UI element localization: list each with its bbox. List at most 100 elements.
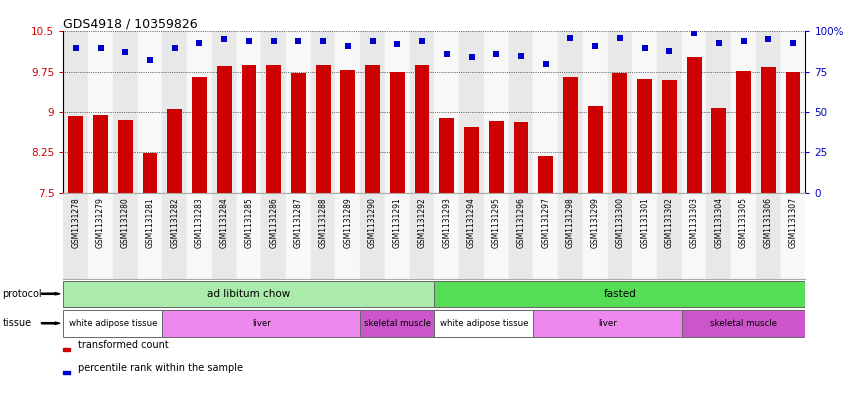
Text: GSM1131279: GSM1131279	[96, 197, 105, 248]
Text: GSM1131291: GSM1131291	[393, 197, 402, 248]
Bar	[409, 193, 434, 279]
Bar	[168, 109, 182, 193]
Point	[514, 52, 528, 59]
Bar	[583, 193, 607, 279]
Text: GSM1131288: GSM1131288	[319, 197, 327, 248]
Bar	[459, 31, 484, 193]
Bar	[514, 122, 529, 193]
Bar	[390, 72, 404, 193]
Bar	[682, 31, 706, 193]
Bar	[731, 193, 756, 279]
Bar	[266, 65, 281, 193]
Text: GDS4918 / 10359826: GDS4918 / 10359826	[63, 17, 198, 30]
Bar	[761, 68, 776, 193]
Bar	[613, 73, 628, 193]
Bar	[93, 115, 108, 193]
Bar	[632, 193, 657, 279]
Point	[638, 44, 651, 51]
Bar	[63, 371, 70, 373]
Point	[292, 38, 305, 44]
Text: protocol: protocol	[3, 289, 42, 299]
Bar	[682, 310, 805, 336]
Point	[440, 51, 453, 57]
Bar	[360, 193, 385, 279]
Text: GSM1131306: GSM1131306	[764, 197, 772, 248]
Text: GSM1131280: GSM1131280	[121, 197, 129, 248]
Text: percentile rank within the sample: percentile rank within the sample	[78, 364, 243, 373]
Text: fasted: fasted	[603, 289, 636, 299]
Point	[118, 49, 132, 55]
Point	[613, 35, 627, 41]
Text: GSM1131283: GSM1131283	[195, 197, 204, 248]
Bar	[409, 31, 434, 193]
Bar	[212, 31, 237, 193]
Text: transformed count: transformed count	[78, 340, 168, 351]
Point	[786, 40, 799, 46]
Point	[737, 38, 750, 44]
Bar	[118, 120, 133, 193]
Bar	[385, 193, 409, 279]
Text: GSM1131298: GSM1131298	[566, 197, 575, 248]
Text: GSM1131285: GSM1131285	[244, 197, 254, 248]
Bar	[706, 193, 731, 279]
Text: skeletal muscle: skeletal muscle	[710, 319, 777, 328]
Text: GSM1131282: GSM1131282	[170, 197, 179, 248]
Bar	[69, 116, 83, 193]
Bar	[286, 31, 310, 193]
Point	[563, 35, 577, 41]
Bar	[360, 310, 434, 336]
Bar	[439, 118, 454, 193]
Text: skeletal muscle: skeletal muscle	[364, 319, 431, 328]
Point	[316, 38, 330, 44]
Bar	[489, 121, 503, 193]
Text: white adipose tissue: white adipose tissue	[440, 319, 528, 328]
Text: GSM1131305: GSM1131305	[739, 197, 748, 248]
Text: GSM1131290: GSM1131290	[368, 197, 377, 248]
Bar	[63, 281, 434, 307]
Bar	[291, 73, 305, 193]
Text: GSM1131278: GSM1131278	[71, 197, 80, 248]
Text: GSM1131293: GSM1131293	[442, 197, 451, 248]
Point	[761, 37, 775, 43]
Bar	[237, 31, 261, 193]
Text: GSM1131296: GSM1131296	[516, 197, 525, 248]
Bar	[484, 193, 508, 279]
Bar	[162, 31, 187, 193]
Bar	[434, 310, 533, 336]
Text: GSM1131286: GSM1131286	[269, 197, 278, 248]
Bar	[237, 193, 261, 279]
Point	[365, 38, 379, 44]
Bar	[632, 31, 657, 193]
Point	[712, 40, 726, 46]
Text: GSM1131300: GSM1131300	[615, 197, 624, 248]
Bar	[340, 70, 355, 193]
Text: GSM1131287: GSM1131287	[294, 197, 303, 248]
Point	[391, 41, 404, 48]
Bar	[192, 77, 207, 193]
Text: GSM1131304: GSM1131304	[714, 197, 723, 248]
Point	[168, 44, 182, 51]
Bar	[533, 31, 558, 193]
Bar	[385, 31, 409, 193]
Bar	[88, 193, 113, 279]
Bar	[316, 65, 331, 193]
Bar	[533, 193, 558, 279]
Text: liver: liver	[598, 319, 617, 328]
Bar	[261, 193, 286, 279]
Point	[94, 44, 107, 51]
Bar	[459, 193, 484, 279]
Bar	[241, 65, 256, 193]
Bar	[434, 31, 459, 193]
Text: GSM1131303: GSM1131303	[689, 197, 699, 248]
Bar	[286, 193, 310, 279]
Bar	[434, 193, 459, 279]
Text: GSM1131281: GSM1131281	[146, 197, 155, 248]
Text: GSM1131302: GSM1131302	[665, 197, 674, 248]
Text: GSM1131299: GSM1131299	[591, 197, 600, 248]
Point	[464, 54, 478, 61]
Bar	[212, 193, 237, 279]
Bar	[162, 193, 187, 279]
Point	[662, 48, 676, 54]
Point	[539, 61, 552, 67]
Bar	[360, 31, 385, 193]
